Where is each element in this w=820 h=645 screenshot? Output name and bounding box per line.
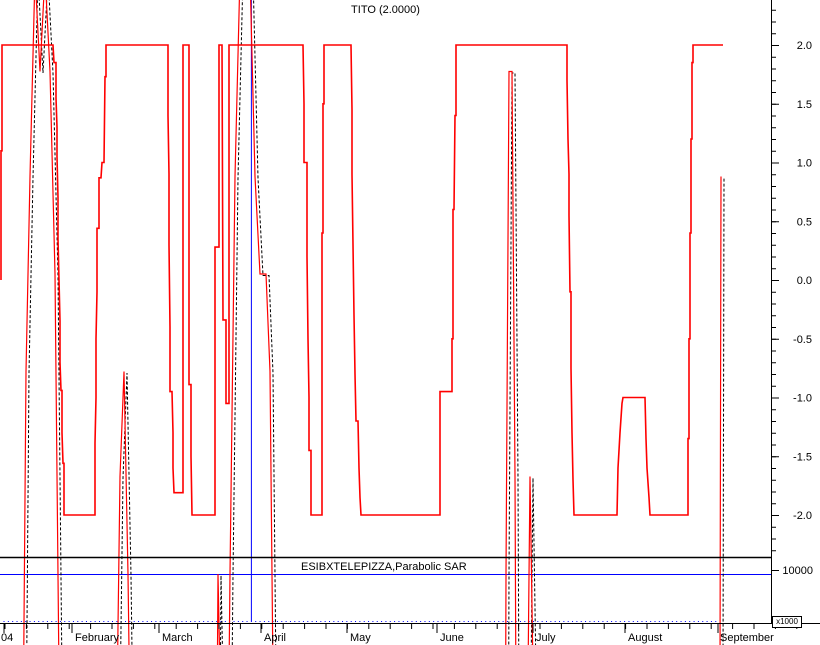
month-label: 04	[1, 632, 13, 644]
y-axis-label: -2.0	[793, 510, 812, 522]
y-axis-label: 2.0	[797, 40, 812, 52]
y-axis-label: -0.5	[793, 334, 812, 346]
main-chart-title: TITO (2.0000)	[351, 4, 420, 16]
y-axis-label: -1.0	[793, 393, 812, 405]
y-axis-label: 0.0	[797, 275, 812, 287]
y-axis-label: 1.5	[797, 99, 812, 111]
month-label: September	[720, 632, 774, 644]
month-label: February	[75, 632, 120, 644]
month-label: April	[264, 632, 286, 644]
month-label: June	[440, 632, 464, 644]
right-axis-ticks	[771, 9, 779, 571]
right-axis-labels: 2.01.51.00.50.0-0.5-1.0-1.5-2.0100005000	[782, 40, 813, 577]
y-axis-label: 1.0	[797, 158, 812, 170]
y-axis-label: 0.5	[797, 216, 812, 228]
sar-path	[26, 0, 725, 645]
month-label: May	[350, 632, 371, 644]
tito-indicator-line	[0, 44, 723, 516]
axis-frame-lines	[0, 0, 820, 624]
volume-unit-box: x1000	[772, 616, 802, 628]
price-line	[23, 0, 722, 645]
lower-panel-title: ESIBXTELEPIZZA,Parabolic SAR	[301, 561, 467, 573]
bottom-axis-ticks	[3, 623, 798, 633]
volume-bars	[3, 0, 717, 622]
y-axis-label: -1.5	[793, 451, 812, 463]
month-label: August	[628, 632, 662, 644]
month-label: July	[536, 632, 556, 644]
panel-y-axis-label: 10000	[782, 565, 813, 577]
month-labels: 04 February March April May June July August Sep…	[1, 632, 774, 644]
price-path	[23, 0, 722, 645]
parabolic-sar-dashed-line	[26, 0, 725, 645]
volume-unit-label: x1000	[776, 617, 798, 626]
month-label: March	[162, 632, 193, 644]
tito-series-path	[0, 44, 723, 516]
